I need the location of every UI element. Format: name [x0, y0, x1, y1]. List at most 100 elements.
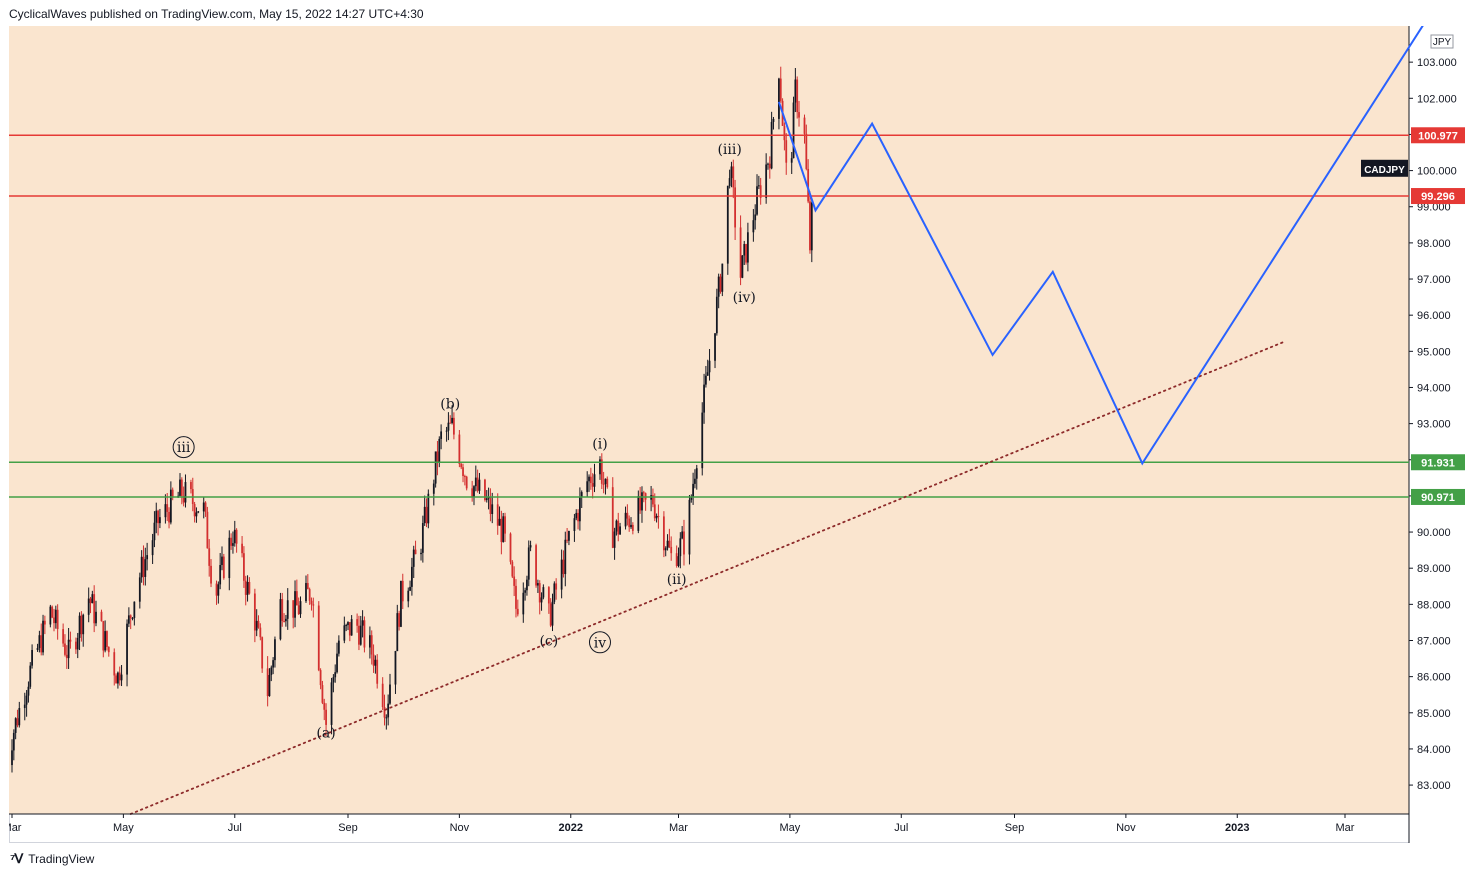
symbol-tag-label: CADJPY [1364, 165, 1405, 176]
candle-body [396, 613, 399, 652]
candle-body [452, 417, 455, 435]
candle-body [235, 529, 238, 544]
candle-body [551, 601, 554, 626]
level-price-label: 100.977 [1418, 130, 1458, 142]
wave-label: (b) [440, 397, 460, 413]
candle-body [358, 625, 360, 645]
candle-body [619, 526, 621, 535]
currency-box [1430, 34, 1454, 49]
candle-body [217, 584, 220, 596]
horizontal-levels-group [9, 134, 1409, 498]
candle-body [471, 488, 474, 498]
candle-body [138, 577, 141, 602]
candle-body [91, 594, 94, 604]
candle-body [739, 227, 742, 278]
price-tick-label: 99.000 [1417, 202, 1451, 214]
candle-body [257, 620, 260, 628]
candle-body [210, 565, 212, 584]
candle-body [734, 187, 737, 228]
candle-body [412, 549, 415, 567]
time-tick-label: Sep [338, 822, 358, 834]
candle-body [779, 78, 782, 101]
time-tick-label: Mar [9, 822, 22, 834]
time-tick-label: Sep [1005, 822, 1025, 834]
candle-body [765, 164, 768, 198]
candle-body [449, 422, 452, 424]
candle-body [299, 601, 302, 615]
candle-body [317, 605, 320, 671]
candle-body [246, 581, 249, 595]
candle-body [460, 463, 463, 468]
candle-body [425, 506, 428, 524]
candle-body [118, 672, 121, 681]
candle-body [701, 412, 704, 469]
candle-body [65, 654, 68, 659]
wave-label-circle [588, 631, 611, 654]
candle-body [631, 524, 634, 531]
wave-label: (iii) [717, 142, 741, 158]
candle-body [127, 615, 130, 624]
candle-body [95, 611, 97, 624]
candle-body [363, 620, 366, 648]
candle-body [376, 659, 379, 684]
candle-body [639, 496, 642, 511]
candle-body [40, 635, 43, 653]
candle-body [323, 702, 326, 710]
candle-body [615, 520, 618, 532]
candle-body [553, 583, 556, 602]
candle-body [190, 482, 192, 490]
candle-body [536, 583, 539, 586]
candle-body [144, 559, 147, 577]
price-tick-label: 100.000 [1417, 166, 1457, 178]
candle-body [778, 78, 780, 119]
candle-body [652, 495, 654, 505]
candle-body [767, 163, 769, 165]
candle-body [529, 545, 532, 548]
candle-body [228, 537, 231, 579]
footer-brand[interactable]: TradingView [28, 852, 95, 866]
candle-body [719, 276, 722, 292]
level-price-tag [1411, 188, 1465, 205]
candle-body [407, 590, 410, 602]
candle-body [476, 477, 479, 491]
candle-body [67, 639, 70, 659]
price-tick-label: 97.000 [1417, 274, 1451, 286]
candle-body [677, 556, 680, 566]
candle-body [555, 583, 558, 590]
candle-body [195, 512, 198, 517]
candle-body [613, 531, 616, 548]
time-tick-label: Nov [1116, 822, 1136, 834]
candle-body [606, 478, 609, 488]
candle-body [113, 652, 116, 676]
candle-body [586, 481, 589, 493]
candle-body [270, 667, 273, 675]
currency-label: JPY [1433, 37, 1452, 48]
candle-body [279, 599, 282, 640]
candle-body [436, 451, 439, 463]
candle-body [440, 431, 443, 439]
candle-body [330, 682, 333, 725]
candle-body [383, 707, 386, 718]
tradingview-logo-icon[interactable]: ⁷ᐯ [10, 851, 23, 866]
level-price-tag [1411, 454, 1465, 471]
candle-body [489, 496, 492, 515]
price-tick-label: 94.000 [1417, 382, 1451, 394]
candle-body [445, 430, 448, 432]
candle-body [706, 372, 709, 376]
candle-body [803, 117, 806, 134]
candle-body [387, 703, 390, 718]
candle-body [730, 166, 733, 179]
candle-body [715, 296, 718, 334]
candle-body [728, 178, 731, 186]
candle-body [359, 625, 362, 645]
time-tick-label: Nov [450, 822, 470, 834]
candle-body [36, 648, 39, 650]
price-tick-label: 85.000 [1417, 708, 1451, 720]
candle-body [372, 654, 375, 666]
candle-body [159, 517, 161, 524]
candle-body [524, 590, 527, 593]
candle-body [604, 478, 607, 484]
candle-body [268, 674, 271, 697]
candle-body [182, 495, 185, 503]
